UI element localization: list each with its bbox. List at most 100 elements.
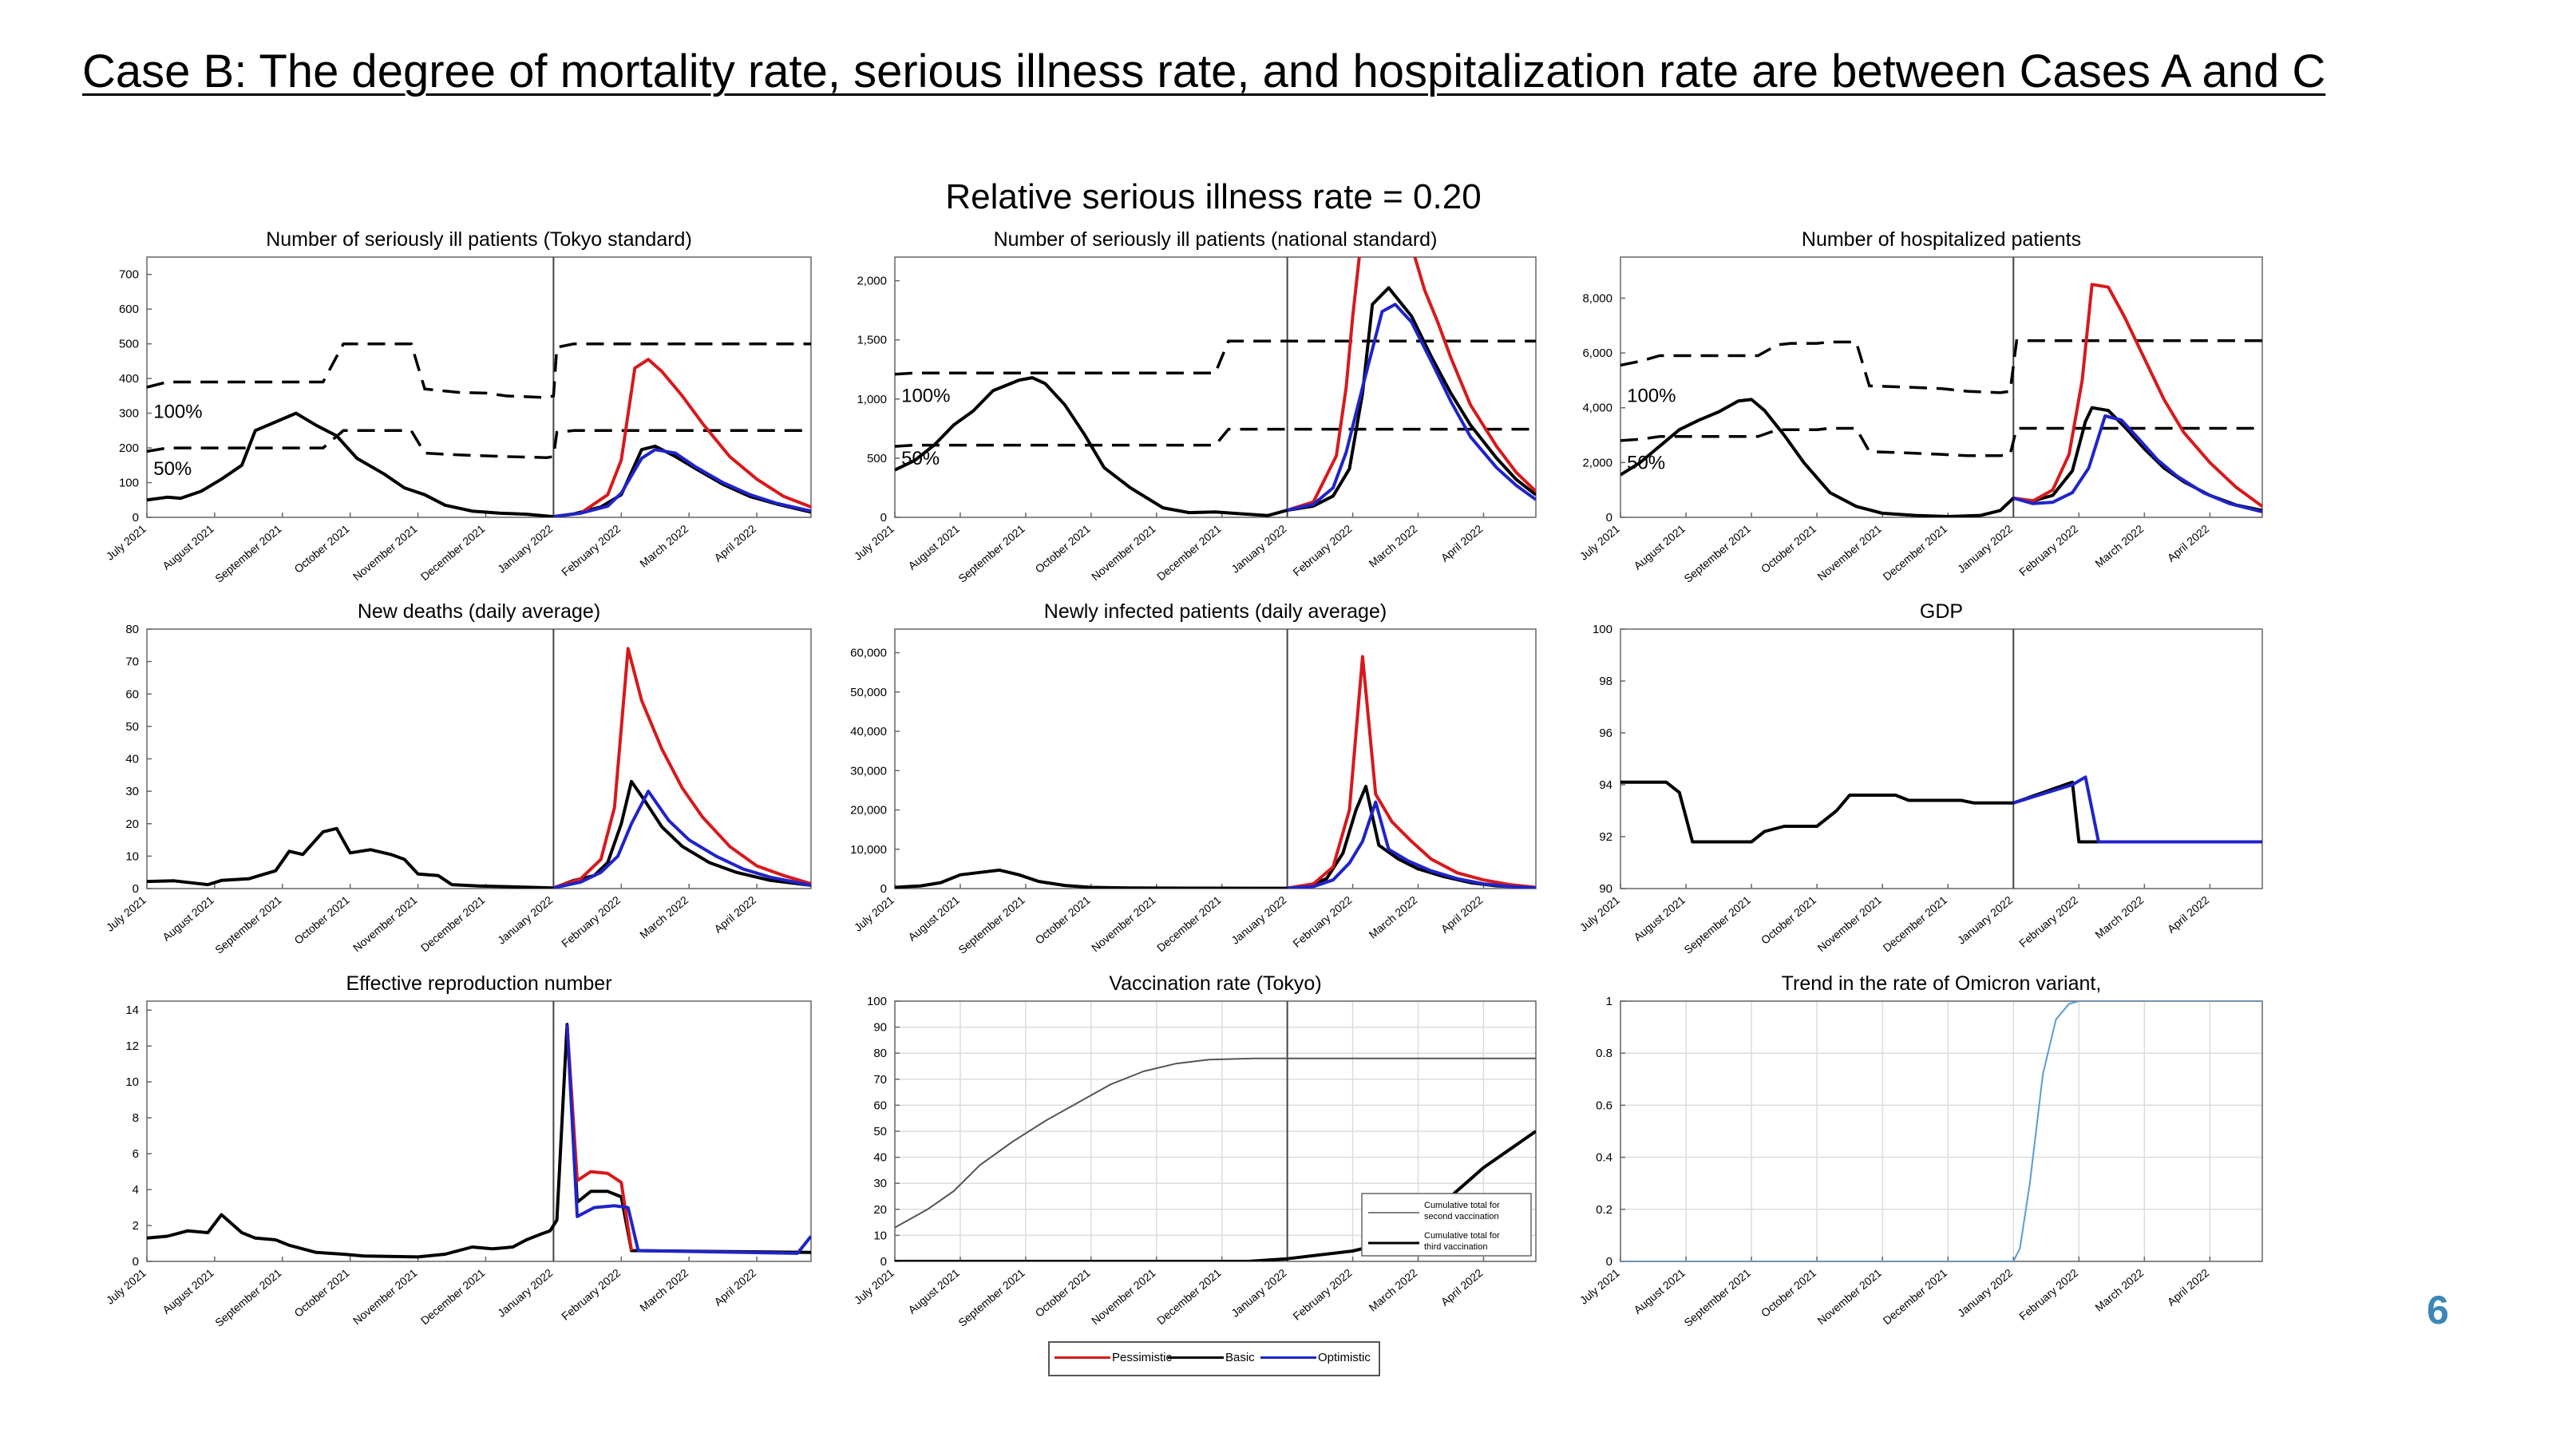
x-tick-label: April 2022 [2165, 1266, 2212, 1308]
x-tick-label: August 2021 [1631, 522, 1688, 572]
plot-frame [146, 628, 812, 889]
y-tick-label: 98 [1599, 675, 1612, 688]
x-tick-label: January 2022 [495, 1266, 555, 1320]
x-tick-label: March 2022 [637, 1266, 690, 1314]
legend-item-basic: Basic [1168, 1350, 1255, 1366]
y-tick-label: 1,500 [857, 334, 887, 347]
panel-title: Vaccination rate (Tokyo) [1109, 972, 1321, 995]
legend-swatch-optimistic [1260, 1356, 1316, 1359]
threshold-label: 100% [1627, 385, 1676, 406]
y-tick-label: 0.8 [1596, 1047, 1612, 1060]
y-tick-label: 0.4 [1596, 1151, 1612, 1165]
x-tick-label: January 2022 [1229, 893, 1288, 947]
series-line [552, 647, 811, 889]
y-tick-label: 8 [133, 1111, 139, 1125]
inner-legend-label: third vaccination [1424, 1242, 1488, 1252]
y-tick-label: 4 [133, 1183, 139, 1197]
y-tick-label: 500 [867, 452, 887, 465]
x-tick-label: October 2021 [1759, 893, 1818, 947]
y-tick-label: 2,000 [1582, 456, 1612, 469]
panel-1: Number of seriously ill patients (Tokyo … [104, 228, 812, 585]
x-tick-label: October 2021 [1759, 1266, 1818, 1320]
y-tick-label: 96 [1599, 726, 1612, 740]
x-tick-label: October 2021 [291, 893, 351, 947]
y-tick-label: 70 [125, 655, 139, 669]
plot-frame [1620, 628, 2263, 889]
x-tick-label: December 2021 [1154, 522, 1224, 583]
series-line [147, 779, 811, 889]
y-tick-label: 90 [1599, 882, 1612, 896]
x-tick-label: July 2021 [104, 1266, 148, 1307]
x-tick-label: November 2021 [1089, 893, 1158, 954]
x-tick-label: February 2022 [1290, 1266, 1354, 1323]
y-tick-label: 1,000 [857, 393, 887, 406]
threshold-line [146, 342, 811, 399]
x-tick-label: July 2021 [1577, 893, 1622, 934]
panel-title: New deaths (daily average) [358, 600, 600, 623]
series-line [147, 1023, 811, 1259]
series-line [895, 286, 1536, 517]
y-tick-label: 100 [1593, 623, 1612, 636]
y-tick-label: 20 [873, 1203, 887, 1217]
x-tick-label: March 2022 [2092, 522, 2146, 570]
x-tick-label: August 2021 [1631, 1266, 1688, 1316]
x-tick-label: February 2022 [2016, 522, 2080, 579]
y-tick-label: 200 [119, 441, 139, 455]
x-tick-label: December 2021 [1881, 1266, 1950, 1327]
x-tick-label: February 2022 [559, 1266, 623, 1323]
threshold-label: 50% [1627, 452, 1665, 473]
x-tick-label: January 2022 [495, 893, 555, 947]
x-tick-label: February 2022 [559, 893, 623, 950]
panel-title: Trend in the rate of Omicron variant, [1782, 972, 2102, 995]
panel-9: Trend in the rate of Omicron variant, 0 0.… [1577, 972, 2263, 1329]
y-tick-label: 14 [125, 1004, 139, 1017]
x-tick-label: September 2021 [212, 522, 284, 585]
legend-label-basic: Basic [1225, 1350, 1255, 1364]
y-tick-label: 0.6 [1596, 1099, 1612, 1112]
y-tick-label: 80 [873, 1047, 887, 1060]
slide-title: Case B: The degree of mortality rate, se… [82, 46, 2326, 97]
x-tick-label: January 2022 [1955, 522, 2015, 576]
panel-title: Number of hospitalized patients [1802, 228, 2081, 251]
x-tick-label: February 2022 [1290, 893, 1354, 950]
series-line [2012, 414, 2262, 514]
x-tick-label: April 2022 [2165, 893, 2212, 936]
x-tick-label: October 2021 [1032, 522, 1092, 576]
x-tick-label: September 2021 [1681, 893, 1753, 956]
x-tick-label: December 2021 [1154, 893, 1224, 954]
y-tick-label: 0 [880, 882, 887, 896]
x-tick-label: July 2021 [1577, 522, 1622, 563]
y-tick-label: 20 [125, 818, 139, 831]
legend-label-optimistic: Optimistic [1318, 1350, 1371, 1364]
y-tick-label: 0 [880, 511, 887, 525]
y-tick-label: 40 [873, 1151, 887, 1165]
series-line [2012, 775, 2262, 844]
x-tick-label: September 2021 [956, 1266, 1027, 1329]
y-tick-label: 2 [133, 1219, 139, 1233]
page-number: 6 [2427, 1288, 2449, 1332]
series-line [1287, 800, 1536, 889]
y-tick-label: 0 [880, 1255, 887, 1269]
x-tick-label: August 2021 [160, 1266, 216, 1316]
y-tick-label: 0 [133, 1255, 139, 1269]
x-tick-label: July 2021 [852, 522, 896, 563]
x-tick-label: September 2021 [956, 522, 1027, 585]
x-tick-label: September 2021 [212, 893, 284, 956]
y-tick-label: 70 [873, 1073, 887, 1087]
y-tick-label: 300 [119, 407, 139, 421]
x-tick-label: December 2021 [1154, 1266, 1224, 1327]
y-tick-label: 30 [125, 785, 139, 798]
x-tick-label: October 2021 [291, 1266, 351, 1320]
threshold-line [894, 427, 1536, 448]
series-line [1620, 780, 2262, 844]
inner-legend-label: Cumulative total for [1424, 1201, 1500, 1210]
legend-label-pessimistic: Pessimistic [1112, 1350, 1173, 1364]
threshold-label: 50% [901, 448, 940, 469]
y-tick-label: 6,000 [1582, 346, 1612, 360]
y-tick-label: 50 [873, 1125, 887, 1138]
series-line [1287, 303, 1536, 513]
x-tick-label: September 2021 [1681, 522, 1753, 585]
series-line [1620, 1001, 2262, 1261]
panel-7: Effective reproduction number 0 2 4 6 8 10 12 14… [104, 972, 812, 1329]
